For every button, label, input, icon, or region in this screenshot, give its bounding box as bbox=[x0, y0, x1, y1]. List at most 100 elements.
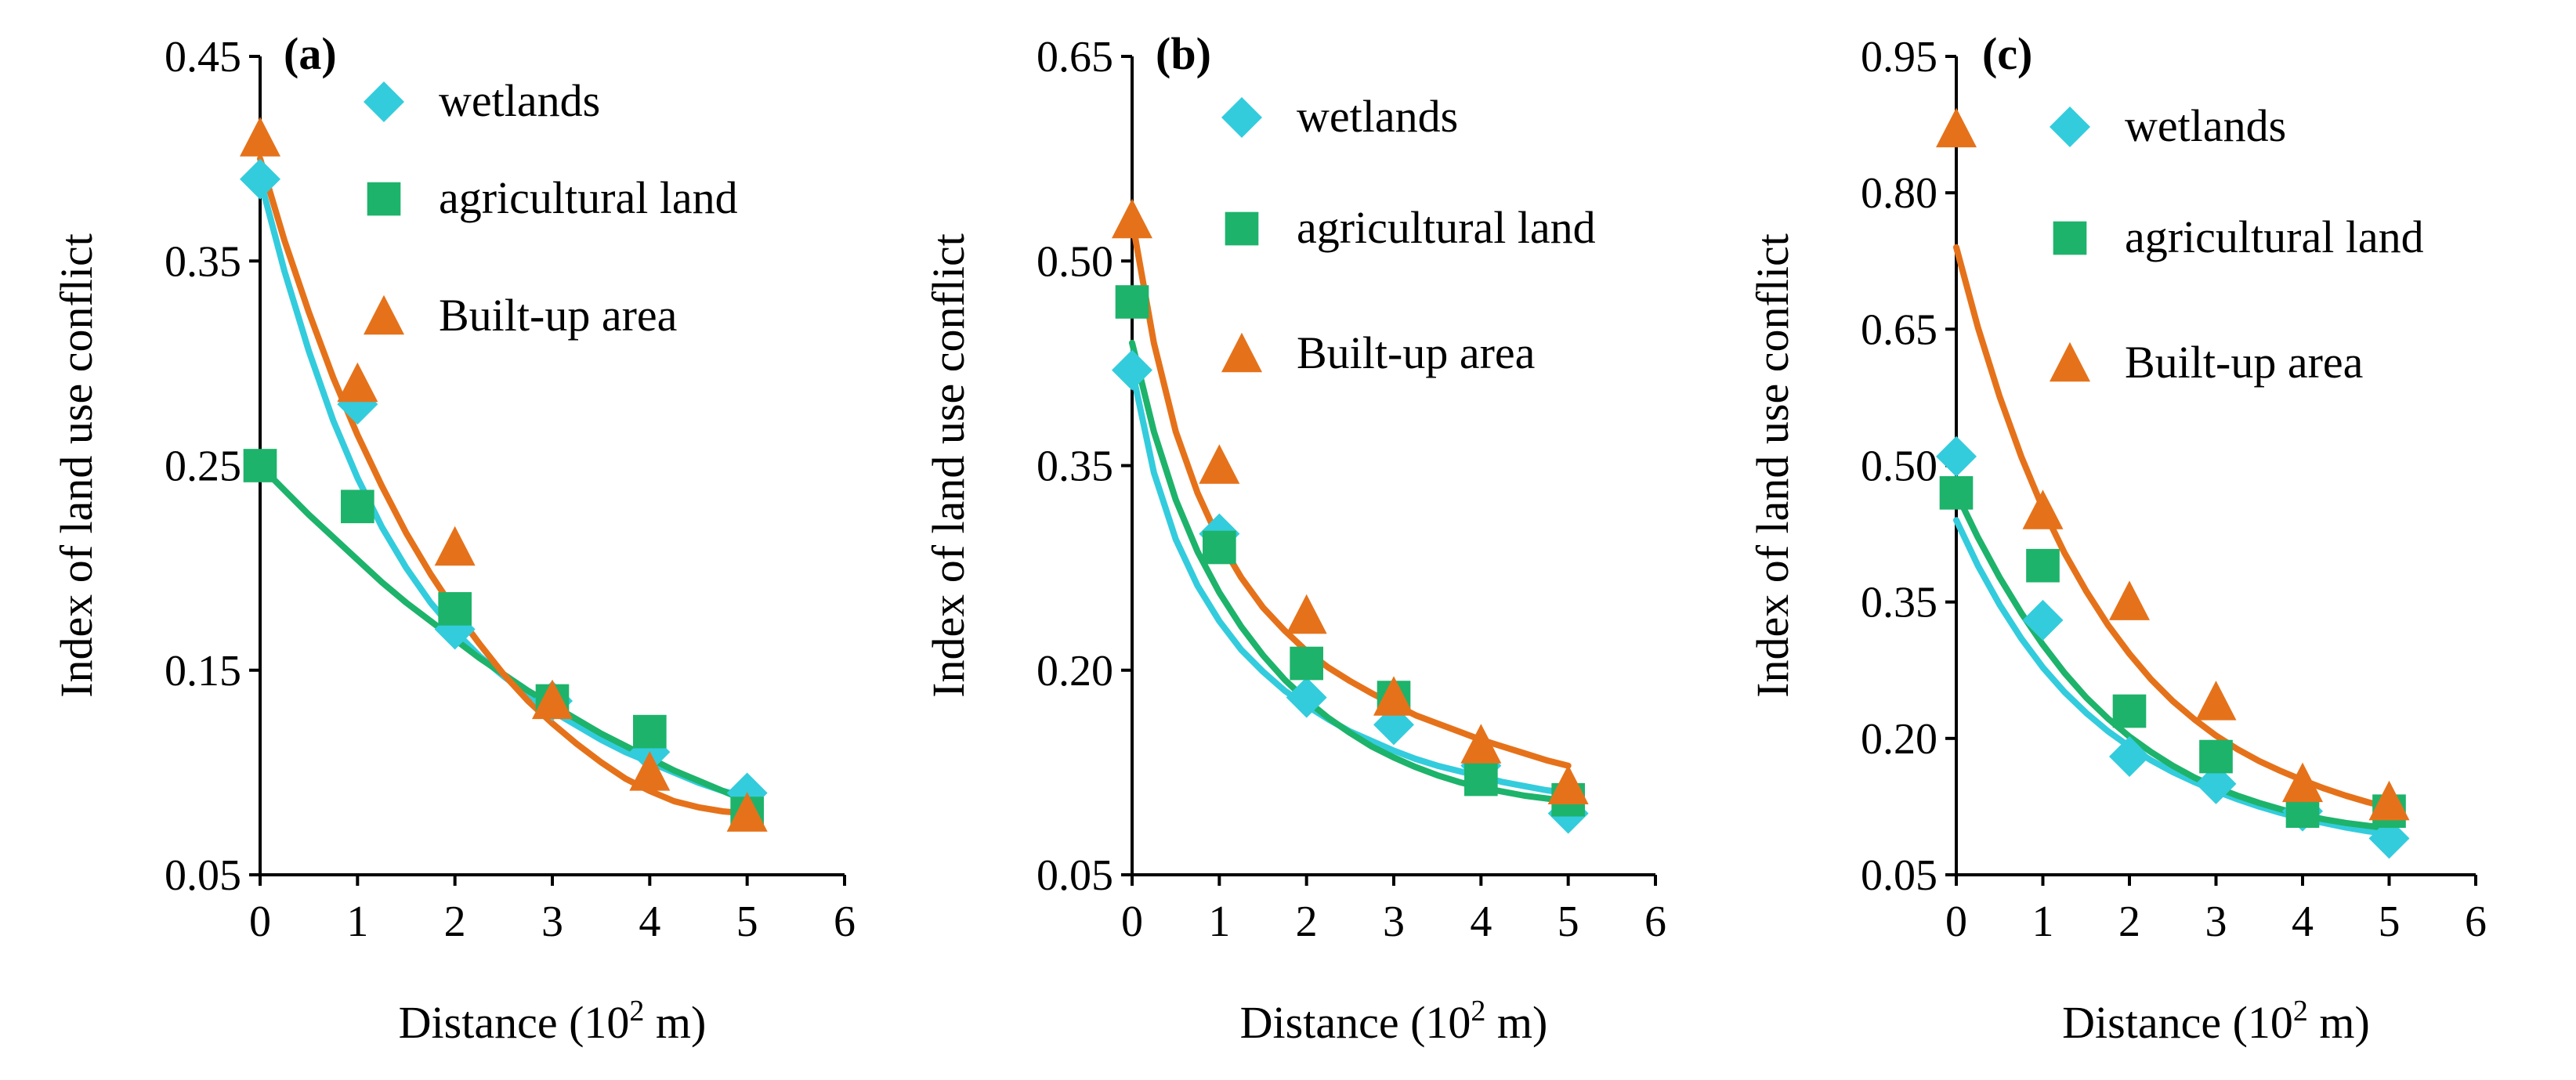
data-point-square bbox=[2026, 548, 2060, 583]
data-point-triangle bbox=[1112, 198, 1152, 239]
legend-label: Built-up area bbox=[2125, 337, 2363, 388]
x-tick-label: 6 bbox=[1644, 898, 1666, 946]
x-tick-label: 2 bbox=[444, 898, 466, 946]
y-tick-label: 0.35 bbox=[165, 237, 241, 286]
data-point-triangle bbox=[434, 526, 476, 566]
legend-label: wetlands bbox=[439, 75, 600, 126]
fit-curve-triangle bbox=[1129, 217, 1572, 769]
chart-panel-b: 0.05 0.20 0.35 0.50 0.65 0 1 2 3 4 5 6 Distance (102… bbox=[923, 28, 1666, 1048]
data-point-diamond bbox=[1286, 677, 1327, 718]
y-axis-title: Index of land use conflict bbox=[923, 233, 974, 698]
x-tick-label: 1 bbox=[1208, 898, 1230, 946]
legend-label: wetlands bbox=[2125, 100, 2286, 151]
y-tick-label: 0.05 bbox=[1861, 851, 1937, 900]
legend-marker-triangle bbox=[364, 294, 404, 335]
data-point-triangle bbox=[2109, 580, 2150, 620]
data-point-square bbox=[243, 449, 277, 482]
chart-panel-a: 0.05 0.15 0.25 0.35 0.45 0 1 2 3 4 5 6 Distance (102… bbox=[51, 28, 856, 1048]
x-tick-label: 1 bbox=[346, 898, 368, 946]
y-axis-title: Index of land use conflict bbox=[1747, 233, 1798, 698]
x-tick-label: 3 bbox=[2205, 898, 2227, 946]
x-tick-label: 4 bbox=[639, 898, 660, 946]
legend-marker-triangle bbox=[2050, 341, 2090, 382]
data-point-triangle bbox=[532, 679, 573, 720]
data-point-diamond bbox=[240, 158, 280, 200]
fit-curve-triangle bbox=[1953, 244, 2393, 811]
legend-marker-square bbox=[1225, 211, 1259, 246]
x-tick-label: 2 bbox=[2118, 898, 2140, 946]
fit-curve-square bbox=[1953, 489, 2393, 832]
y-tick-label: 0.50 bbox=[1861, 442, 1937, 491]
data-point-triangle bbox=[1373, 676, 1414, 716]
fit-curve-diamond bbox=[257, 175, 751, 800]
x-tick-label: 0 bbox=[1121, 898, 1143, 946]
data-point-diamond bbox=[2368, 818, 2410, 859]
legend-marker-triangle bbox=[1221, 332, 1262, 373]
data-point-triangle bbox=[629, 751, 671, 791]
data-point-diamond bbox=[1112, 349, 1152, 391]
data-point-square bbox=[633, 714, 667, 749]
data-point-triangle bbox=[240, 117, 280, 157]
data-point-square bbox=[1464, 762, 1498, 796]
x-tick-label: 2 bbox=[1296, 898, 1318, 946]
data-point-triangle bbox=[2195, 681, 2237, 721]
y-tick-label: 0.20 bbox=[1037, 647, 1113, 695]
x-tick-label: 4 bbox=[2292, 898, 2314, 946]
x-tick-label: 0 bbox=[1945, 898, 1967, 946]
data-point-triangle bbox=[1286, 594, 1327, 634]
legend-label: Built-up area bbox=[439, 290, 677, 341]
data-point-diamond bbox=[2109, 736, 2150, 778]
legend-marker-square bbox=[2053, 221, 2087, 255]
data-point-square bbox=[438, 592, 472, 626]
data-point-triangle bbox=[1199, 444, 1240, 484]
data-point-diamond bbox=[2022, 599, 2064, 641]
data-point-triangle bbox=[1547, 764, 1589, 804]
legend-label: agricultural land bbox=[439, 172, 738, 223]
legend-marker-diamond bbox=[2050, 107, 2090, 147]
y-tick-label: 0.05 bbox=[1037, 851, 1113, 900]
y-tick-label: 0.05 bbox=[165, 851, 241, 900]
data-point-triangle bbox=[2022, 489, 2064, 529]
data-point-triangle bbox=[1936, 107, 1977, 148]
y-tick-label: 0.65 bbox=[1037, 33, 1113, 81]
panel-label: (a) bbox=[284, 28, 337, 79]
legend-marker-diamond bbox=[364, 81, 404, 122]
x-tick-label: 4 bbox=[1470, 898, 1492, 946]
data-point-square bbox=[341, 489, 374, 524]
y-axis-title: Index of land use conflict bbox=[51, 233, 102, 698]
data-point-square bbox=[1203, 530, 1236, 565]
data-point-square bbox=[2199, 739, 2233, 774]
data-point-triangle bbox=[2368, 780, 2410, 821]
x-axis-title: Distance (102 m) bbox=[1240, 995, 1548, 1048]
x-tick-label: 6 bbox=[2465, 898, 2487, 946]
x-axis-title: Distance (102 m) bbox=[399, 995, 707, 1048]
legend-label: wetlands bbox=[1297, 91, 1458, 142]
x-tick-label: 6 bbox=[834, 898, 856, 946]
x-tick-label: 5 bbox=[2379, 898, 2401, 946]
y-tick-label: 0.15 bbox=[165, 647, 241, 695]
data-point-triangle bbox=[2282, 762, 2323, 803]
chart-panel-c: 0.05 0.20 0.35 0.50 0.65 0.80 0.95 0 1 2 3 4 5 6 Dista… bbox=[1747, 28, 2487, 1048]
fit-curve-square bbox=[257, 462, 751, 804]
legend-marker-diamond bbox=[1221, 97, 1262, 138]
data-point-diamond bbox=[1936, 435, 1977, 477]
data-point-square bbox=[1115, 285, 1149, 319]
data-point-triangle bbox=[726, 792, 768, 832]
x-tick-label: 3 bbox=[541, 898, 563, 946]
x-tick-label: 1 bbox=[2032, 898, 2054, 946]
x-axis-title: Distance (102 m) bbox=[2062, 995, 2370, 1048]
y-tick-label: 0.80 bbox=[1861, 169, 1937, 218]
y-tick-label: 0.45 bbox=[165, 33, 241, 81]
data-point-triangle bbox=[1460, 724, 1502, 764]
panel-label: (b) bbox=[1156, 28, 1211, 79]
x-tick-label: 0 bbox=[249, 898, 271, 946]
y-tick-label: 0.50 bbox=[1037, 237, 1113, 286]
y-tick-label: 0.65 bbox=[1861, 305, 1937, 354]
x-tick-label: 3 bbox=[1383, 898, 1405, 946]
legend-label: Built-up area bbox=[1297, 327, 1535, 378]
legend-label: agricultural land bbox=[2125, 211, 2424, 262]
y-tick-label: 0.25 bbox=[165, 442, 241, 491]
data-point-triangle bbox=[337, 362, 378, 403]
data-point-diamond bbox=[2195, 763, 2237, 804]
